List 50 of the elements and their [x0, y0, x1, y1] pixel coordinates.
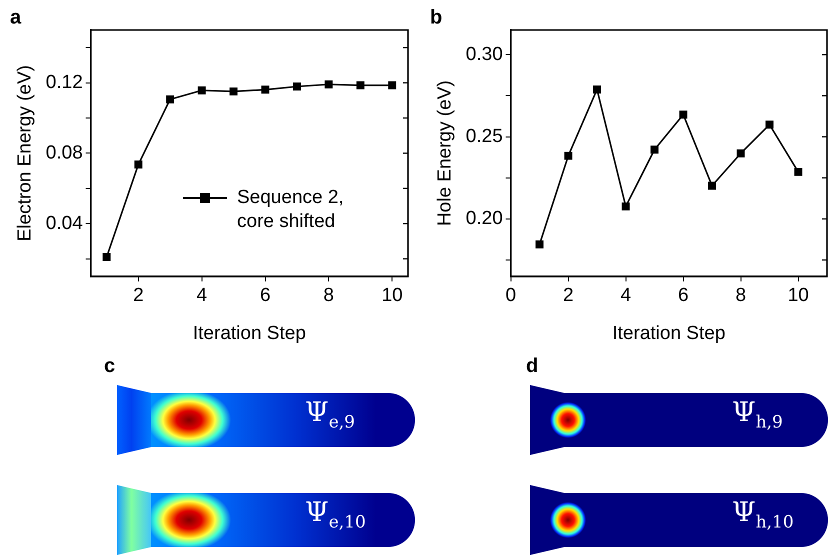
y-tick-label: 0.25 [466, 126, 503, 148]
text: d [526, 355, 538, 378]
y-axis-title: Hole Energy (eV) [434, 80, 456, 226]
x-tick-label: 8 [323, 285, 334, 306]
x-tick-label: 6 [260, 285, 271, 306]
x-axis-title: Iteration Step [192, 322, 306, 344]
point [102, 253, 111, 262]
x-tick-label: 4 [620, 285, 632, 306]
point [679, 110, 688, 119]
text: c [104, 355, 116, 378]
point [650, 146, 658, 154]
point [134, 160, 142, 168]
text: Ψ$_{h,9}$ [732, 397, 783, 432]
x-tick-label: 2 [133, 285, 144, 306]
point [261, 86, 270, 94]
x-tick-label: 4 [196, 285, 208, 306]
point [324, 80, 333, 88]
chart-title: b [430, 6, 442, 29]
point [292, 82, 301, 90]
legend-label: Sequence 2, core shifted [237, 186, 345, 234]
point [766, 120, 774, 129]
x-tick-label: 2 [562, 285, 574, 306]
x-tick-label: 10 [788, 285, 809, 306]
chart-title: a [10, 6, 22, 29]
y-tick-label: 0.30 [466, 44, 503, 65]
point [388, 81, 396, 90]
point [708, 182, 716, 190]
point [736, 149, 745, 158]
x-tick-label: 6 [678, 285, 689, 306]
y-tick-label: 0.08 [46, 142, 83, 164]
text: Ψ$_{h,10}$ [732, 497, 794, 532]
y-axis-title: Electron Energy (eV) [14, 65, 36, 242]
point [198, 86, 206, 94]
point [622, 202, 630, 210]
point [593, 85, 602, 94]
point [166, 95, 174, 104]
x-tick-label: 10 [382, 285, 403, 306]
point [794, 168, 802, 176]
text: Ψ$_{e,9}$ [305, 397, 355, 432]
y-tick-label: 0.20 [466, 208, 503, 230]
point [564, 152, 572, 160]
point [356, 81, 364, 90]
point [536, 240, 544, 248]
text: Ψ$_{e,10}$ [305, 497, 366, 532]
point [230, 87, 238, 96]
x-tick-label: 0 [505, 285, 516, 306]
x-axis-title: Iteration Step [612, 322, 726, 344]
x-tick-label: 8 [735, 285, 746, 306]
y-tick-label: 0.12 [46, 72, 83, 94]
y-tick-label: 0.04 [46, 212, 84, 234]
